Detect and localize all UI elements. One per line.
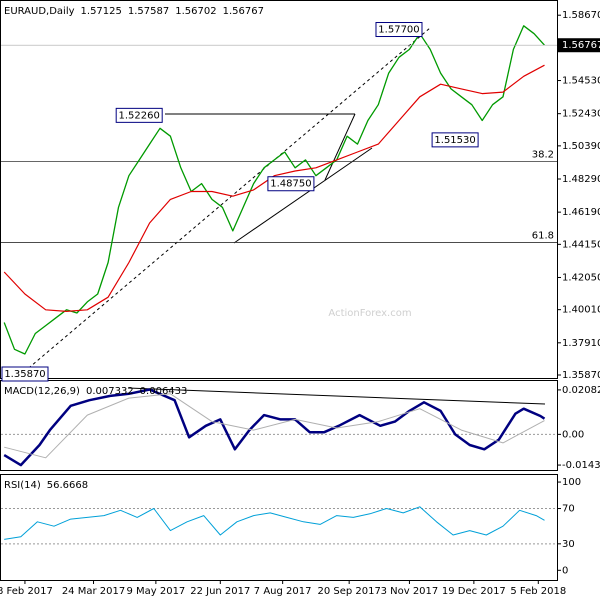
y-tick-label: 0.020827 (562, 385, 600, 396)
header-value: 1.56767 (223, 6, 264, 17)
header-value: 0.007332 (86, 386, 134, 397)
x-tick-label: 20 Sep 2017 (317, 586, 380, 597)
price-label: 1.52260 (119, 110, 160, 121)
y-tick-label: 1.58670 (562, 10, 600, 21)
price-panel (0, 0, 558, 379)
header-name: MACD(12,26,9) (4, 386, 80, 397)
x-tick-label: 5 Feb 2018 (510, 586, 566, 597)
y-tick-label: 1.35870 (562, 370, 600, 381)
x-tick-label: 19 Dec 2017 (442, 586, 506, 597)
series-line (3, 64, 545, 312)
trend-line (127, 387, 546, 405)
price-label: 1.35870 (4, 369, 45, 380)
panel-header: MACD(12,26,9) 0.007332 0.006433 (4, 386, 187, 397)
header-name: RSI(14) (4, 480, 41, 491)
header-value: 1.56702 (175, 6, 216, 17)
x-tick-label: 22 Jun 2017 (190, 586, 250, 597)
price-label-box (375, 22, 423, 38)
y-tick-label: -0.014386 (562, 460, 600, 471)
y-tick-label: 1.42050 (562, 272, 600, 283)
trend-line (23, 27, 431, 373)
price-label: 1.51530 (434, 135, 475, 146)
y-tick-label: 1.37910 (562, 338, 600, 349)
rsi-panel (0, 474, 558, 581)
trend-line (233, 147, 373, 244)
price-label-box (267, 176, 315, 192)
y-tick-label: 1.48290 (562, 174, 600, 185)
watermark: ActionForex.com (328, 308, 411, 319)
y-tick-label: 1.46190 (562, 207, 600, 218)
header-name: EURAUD,Daily (4, 6, 75, 17)
price-label-box (431, 132, 479, 148)
price-label: 1.57700 (378, 25, 419, 36)
y-tick-label: 1.44150 (562, 239, 600, 250)
price-label-box (115, 107, 163, 123)
x-tick-label: 7 Aug 2017 (254, 586, 312, 597)
series-line (4, 506, 545, 540)
price-label: 1.48750 (270, 179, 311, 190)
y-tick-label: 0 (562, 565, 568, 576)
last-price-box (558, 38, 600, 53)
x-tick-label: 3 Nov 2017 (381, 586, 439, 597)
x-tick-label: 9 May 2017 (126, 586, 185, 597)
x-tick-label: 8 Feb 2017 (0, 586, 53, 597)
fib-label: 38.2 (532, 150, 554, 161)
header-value: 1.57587 (128, 6, 169, 17)
header-value: 0.006433 (140, 386, 188, 397)
trend-line (324, 113, 356, 181)
y-tick-label: 1.50390 (562, 141, 600, 152)
series-line (4, 393, 545, 459)
series-line (3, 25, 545, 355)
panel-header: EURAUD,Daily 1.57125 1.57587 1.56702 1.56767 (4, 6, 264, 17)
macd-panel (0, 380, 558, 471)
y-tick-label: 70 (562, 504, 575, 515)
last-price: 1.56767 (562, 40, 600, 51)
y-tick-label: 1.52430 (562, 109, 600, 120)
y-tick-label: 30 (562, 539, 575, 550)
y-tick-label: 1.54530 (562, 76, 600, 87)
header-value: 56.6668 (47, 480, 88, 491)
x-tick-label: 24 Mar 2017 (62, 586, 125, 597)
y-tick-label: 0.00 (562, 429, 584, 440)
fib-label: 61.8 (532, 230, 554, 241)
y-tick-label: 100 (562, 477, 581, 488)
header-value: 1.57125 (81, 6, 122, 17)
panel-header: RSI(14) 56.6668 (4, 480, 88, 491)
price-label-box (1, 366, 49, 382)
y-tick-label: 1.40010 (562, 305, 600, 316)
